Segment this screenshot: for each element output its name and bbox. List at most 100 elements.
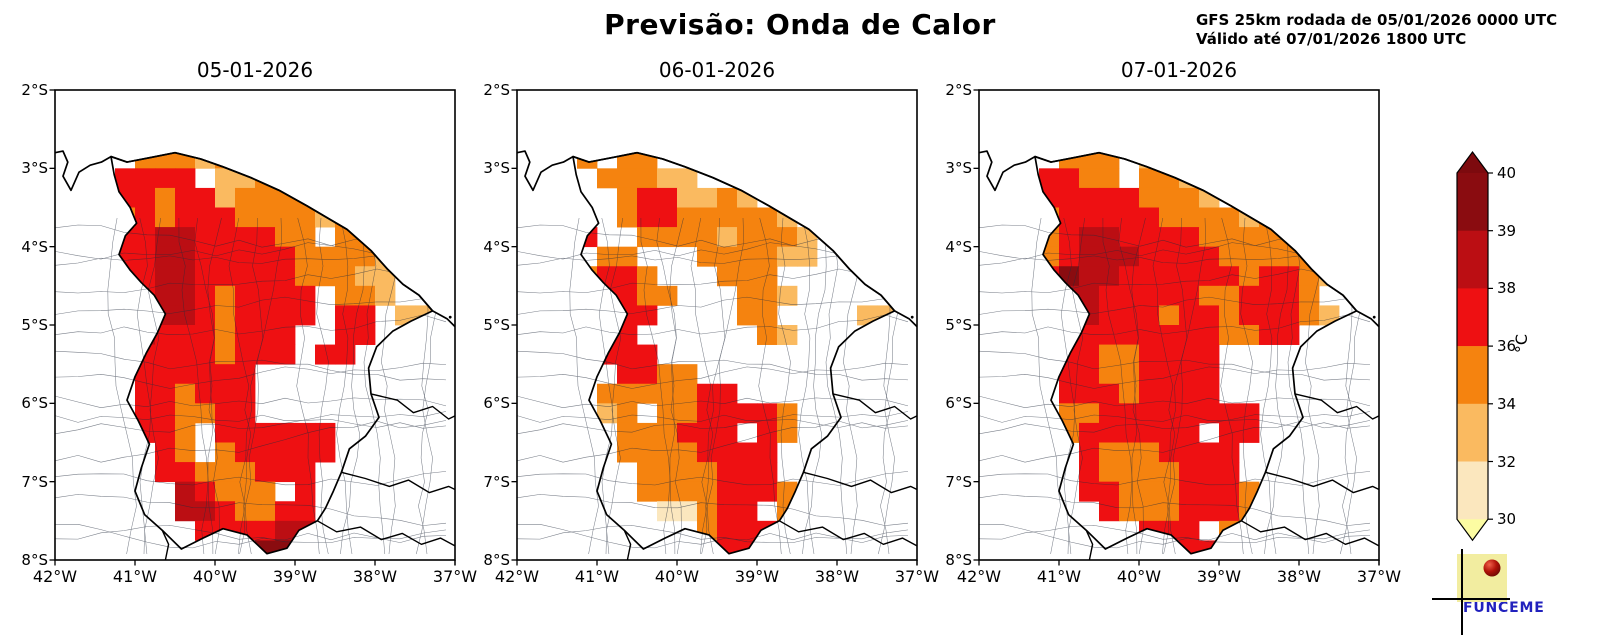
- heat-cell: [1239, 187, 1260, 208]
- heat-cell: [195, 403, 216, 424]
- heat-cell: [757, 285, 778, 306]
- heat-cell: [1139, 442, 1160, 463]
- heat-cell: [637, 305, 658, 326]
- heat-cell: [1299, 305, 1320, 326]
- heat-cell: [255, 227, 276, 248]
- heat-cell: [1079, 207, 1100, 228]
- heat-cell: [235, 152, 256, 169]
- heat-cell: [577, 285, 598, 306]
- heat-cell: [1099, 344, 1120, 365]
- heat-cell: [115, 285, 136, 306]
- heat-cell: [1139, 325, 1160, 345]
- heat-cell: [657, 227, 678, 248]
- heat-cell: [757, 266, 778, 287]
- heat-cell: [1219, 403, 1240, 424]
- heat-cell: [195, 227, 216, 248]
- lat-tick-label: 3°S: [21, 159, 48, 178]
- heat-cell: [617, 383, 638, 404]
- heat-cell: [235, 383, 256, 404]
- heat-cell: [577, 305, 598, 326]
- heat-cell: [335, 325, 356, 345]
- heat-cell: [1179, 462, 1200, 483]
- heat-cell: [637, 187, 658, 208]
- heat-cell: [737, 442, 758, 463]
- heat-cell: [1159, 187, 1180, 208]
- heat-cell: [657, 462, 678, 483]
- heat-cell: [657, 285, 678, 306]
- heat-cell: [215, 403, 236, 424]
- heat-cell: [697, 501, 718, 522]
- valid-until-line: Válido até 07/01/2026 1800 UTC: [1196, 30, 1467, 48]
- heat-cell: [617, 266, 638, 287]
- heat-cell: [1319, 266, 1340, 287]
- heat-cell: [1059, 285, 1080, 306]
- lat-tick-label: 3°S: [483, 159, 510, 178]
- heat-cell: [175, 403, 196, 424]
- heat-cell: [115, 168, 136, 189]
- heat-cell: [215, 325, 236, 345]
- lat-tick-label: 4°S: [21, 237, 48, 256]
- heat-cell: [617, 442, 638, 463]
- heat-cell: [1239, 246, 1260, 267]
- heat-cell: [155, 442, 176, 463]
- heat-cell: [617, 187, 638, 208]
- heat-cell: [777, 403, 798, 424]
- lat-tick-label: 7°S: [21, 472, 48, 491]
- heat-cell: [1079, 422, 1100, 443]
- heat-cell: [1219, 227, 1240, 248]
- funceme-logo-text: FUNCEME: [1463, 600, 1545, 616]
- heat-cell: [657, 168, 678, 189]
- heat-cell: [697, 246, 718, 267]
- heat-cell: [135, 187, 156, 208]
- heat-cell: [1279, 305, 1300, 326]
- heat-cell: [175, 462, 196, 483]
- heat-cell: [617, 344, 638, 365]
- heat-cell: [717, 540, 738, 554]
- heat-cell: [135, 285, 156, 306]
- heat-cell: [617, 325, 638, 345]
- lat-tick-label: 8°S: [483, 551, 510, 569]
- heat-cell: [255, 520, 276, 541]
- heat-cell: [195, 383, 216, 404]
- heat-cell: [275, 520, 296, 541]
- heat-cell: [255, 442, 276, 463]
- heat-cell: [1119, 325, 1140, 345]
- heat-cell: [597, 246, 618, 267]
- heat-cell: [717, 520, 738, 541]
- heat-cell: [235, 285, 256, 306]
- heat-cell: [657, 207, 678, 228]
- heat-cell: [175, 325, 196, 345]
- heat-cell: [195, 305, 216, 326]
- heat-cell: [295, 442, 316, 463]
- heat-cell: [335, 246, 356, 267]
- heat-cell: [275, 422, 296, 443]
- heat-cell: [1139, 246, 1160, 267]
- colorbar-segment: [1457, 403, 1488, 462]
- heat-cell: [1059, 227, 1080, 248]
- heat-cell: [1099, 227, 1120, 248]
- lat-tick-label: 8°S: [945, 551, 972, 569]
- lon-tick-label: 39°W: [1196, 567, 1242, 586]
- heat-cell: [1239, 305, 1260, 326]
- heat-cell: [335, 266, 356, 287]
- lon-tick-label: 37°W: [432, 567, 478, 586]
- heat-cell: [235, 207, 256, 228]
- heat-cell: [1119, 266, 1140, 287]
- heat-cell: [175, 305, 196, 326]
- heat-cell: [677, 403, 698, 424]
- heat-cell: [1179, 168, 1200, 189]
- heat-cell: [1079, 344, 1100, 365]
- lon-tick-label: 42°W: [956, 567, 1002, 586]
- heat-cell: [1279, 266, 1300, 287]
- heat-cell: [1259, 285, 1280, 306]
- state-borders: [54, 150, 456, 561]
- heat-cell: [657, 422, 678, 443]
- heat-cell: [717, 383, 738, 404]
- heat-cell: [115, 207, 136, 228]
- heat-cell: [717, 266, 738, 287]
- colorbar-tick-label: 34: [1497, 394, 1517, 413]
- heat-cell: [697, 227, 718, 248]
- heat-cell: [355, 246, 376, 267]
- heat-cell: [1259, 305, 1280, 326]
- heat-cell: [111, 305, 116, 326]
